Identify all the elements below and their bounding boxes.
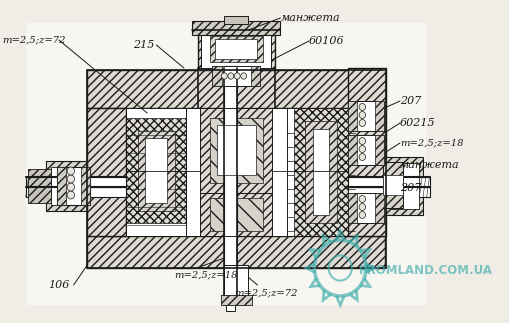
Bar bbox=[375, 135, 384, 165]
Text: 215: 215 bbox=[133, 40, 154, 50]
Bar bbox=[27, 169, 50, 203]
Bar bbox=[81, 167, 90, 205]
Bar bbox=[209, 36, 263, 62]
Bar bbox=[209, 118, 263, 183]
Bar bbox=[25, 23, 425, 305]
Bar bbox=[201, 30, 271, 68]
Circle shape bbox=[228, 73, 233, 79]
Text: 60215: 60215 bbox=[399, 118, 435, 128]
Bar bbox=[200, 193, 272, 236]
Bar bbox=[46, 161, 87, 211]
Circle shape bbox=[358, 203, 365, 211]
Circle shape bbox=[358, 153, 365, 161]
Bar bbox=[347, 187, 430, 197]
Bar bbox=[347, 193, 384, 223]
Bar bbox=[375, 193, 384, 223]
Bar bbox=[215, 39, 257, 59]
Circle shape bbox=[221, 73, 227, 79]
Bar bbox=[382, 175, 402, 195]
Bar bbox=[312, 129, 329, 215]
Bar bbox=[347, 101, 384, 131]
Bar bbox=[200, 108, 272, 193]
Text: PROMLAND.COM.UA: PROMLAND.COM.UA bbox=[358, 265, 492, 277]
Bar bbox=[87, 108, 126, 236]
Bar bbox=[57, 167, 90, 205]
Bar bbox=[250, 66, 260, 86]
Text: 207: 207 bbox=[399, 96, 420, 106]
Text: 106: 106 bbox=[48, 280, 69, 290]
Bar bbox=[389, 163, 418, 209]
Circle shape bbox=[358, 145, 365, 152]
Circle shape bbox=[358, 212, 365, 218]
Bar bbox=[347, 177, 430, 187]
Bar bbox=[87, 70, 385, 108]
Bar bbox=[192, 21, 280, 35]
Bar bbox=[87, 236, 385, 268]
Bar bbox=[212, 66, 221, 86]
Bar bbox=[25, 177, 126, 187]
Bar bbox=[397, 177, 430, 197]
Circle shape bbox=[358, 103, 365, 110]
Bar bbox=[226, 301, 235, 311]
Bar bbox=[347, 68, 385, 236]
Bar bbox=[220, 295, 251, 305]
Circle shape bbox=[358, 111, 365, 119]
Circle shape bbox=[67, 175, 74, 183]
Bar bbox=[224, 66, 237, 303]
Bar bbox=[347, 135, 384, 165]
Bar bbox=[347, 193, 356, 223]
Bar bbox=[126, 118, 185, 223]
Bar bbox=[347, 135, 356, 165]
Bar bbox=[87, 70, 385, 268]
Bar bbox=[25, 177, 58, 197]
Circle shape bbox=[358, 195, 365, 203]
Bar bbox=[25, 187, 126, 197]
Text: манжета: манжета bbox=[399, 160, 459, 170]
Bar bbox=[385, 157, 422, 215]
Circle shape bbox=[358, 138, 365, 144]
Circle shape bbox=[67, 167, 74, 175]
Bar bbox=[209, 198, 263, 231]
Bar bbox=[212, 66, 260, 86]
Bar bbox=[375, 101, 384, 131]
Bar bbox=[137, 131, 175, 211]
Text: m=2,5;z=72: m=2,5;z=72 bbox=[3, 36, 66, 45]
Text: 207: 207 bbox=[399, 183, 420, 193]
Circle shape bbox=[358, 120, 365, 127]
Bar bbox=[382, 162, 402, 208]
Bar bbox=[197, 30, 274, 68]
Circle shape bbox=[234, 73, 240, 79]
Text: 60106: 60106 bbox=[308, 36, 344, 46]
Bar bbox=[347, 101, 356, 131]
Bar bbox=[305, 121, 336, 223]
Text: m=2,5;z=18: m=2,5;z=18 bbox=[175, 270, 238, 279]
Bar bbox=[224, 265, 248, 303]
Bar bbox=[217, 125, 255, 175]
Circle shape bbox=[240, 73, 246, 79]
Text: манжета: манжета bbox=[280, 13, 340, 23]
Bar bbox=[145, 138, 167, 203]
Bar bbox=[57, 167, 66, 205]
Text: m=2,5;z=18: m=2,5;z=18 bbox=[399, 139, 463, 148]
Bar bbox=[224, 16, 248, 24]
Circle shape bbox=[67, 191, 74, 199]
Text: m=2,5;z=72: m=2,5;z=72 bbox=[234, 288, 297, 297]
Circle shape bbox=[67, 183, 74, 191]
Bar bbox=[50, 167, 82, 205]
Bar bbox=[126, 108, 347, 236]
Bar bbox=[294, 108, 347, 236]
